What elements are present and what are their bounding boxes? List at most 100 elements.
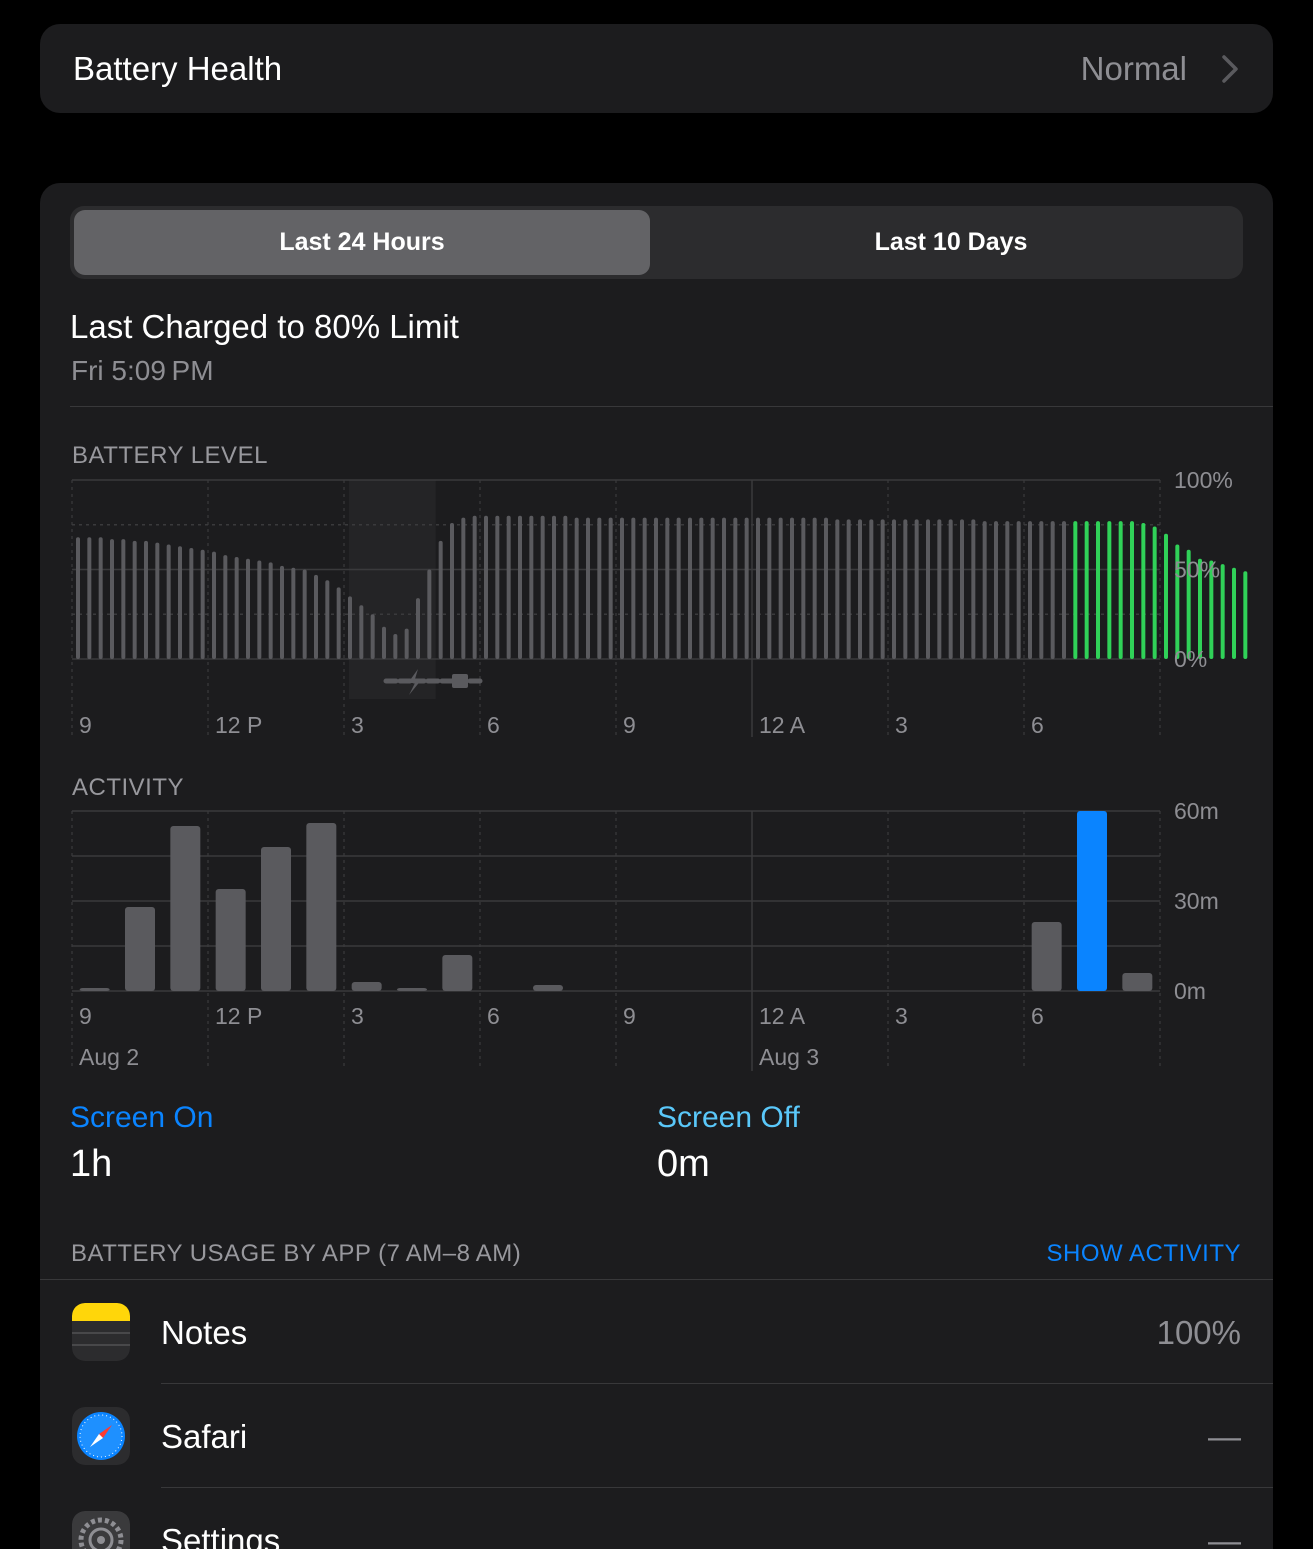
battery-level-bar (937, 519, 942, 659)
battery-level-bar (393, 633, 398, 659)
battery-level-bar (744, 517, 749, 659)
battery-level-bar (155, 542, 160, 659)
activity-y-tick: 0m (1174, 978, 1206, 1004)
battery-level-bar (676, 517, 681, 659)
battery-level-bar (1118, 521, 1123, 659)
battery-level-bar (1130, 521, 1134, 659)
app-name: Settings (161, 1522, 281, 1549)
battery-level-bar (835, 519, 840, 659)
tab-last-10-days[interactable]: Last 10 Days (874, 228, 1028, 256)
activity-label: ACTIVITY (72, 774, 185, 801)
battery-level-bar (540, 515, 545, 659)
activity-bar (533, 985, 563, 991)
battery-level-bar (699, 517, 704, 659)
battery-level-bar (654, 517, 658, 659)
activity-bar (261, 847, 291, 991)
battery-level-bar (767, 517, 772, 659)
battery-level-bar (1209, 560, 1214, 659)
battery-level-bar (597, 517, 602, 659)
divider (161, 1487, 1273, 1488)
battery-level-bar (87, 537, 92, 659)
battery-y-tick: 100% (1174, 467, 1233, 493)
battery-level-bar (472, 515, 477, 659)
battery-usage-card: Last 24 Hours Last 10 Days Last Charged … (40, 183, 1273, 1549)
battery-level-bar (722, 517, 726, 659)
battery-level-bar (1084, 521, 1089, 659)
battery-level-bar (574, 517, 579, 659)
battery-level-bar (348, 596, 352, 659)
battery-level-bar (869, 519, 874, 659)
notes-icon (72, 1303, 130, 1361)
app-row-notes[interactable]: Notes 100% (40, 1280, 1273, 1384)
activity-y-tick: 60m (1174, 798, 1219, 824)
battery-level-bar (620, 517, 624, 659)
battery-level-bar (1062, 521, 1066, 659)
battery-level-bar (438, 540, 443, 659)
battery-level-bar (994, 521, 998, 659)
battery-level-bar (1039, 521, 1044, 659)
activity-x-tick: 6 (1031, 1003, 1044, 1029)
battery-level-bar (268, 562, 273, 659)
activity-x-tick: 9 (623, 1003, 636, 1029)
battery-level-bar (926, 519, 930, 659)
battery-level-bar (801, 517, 806, 659)
activity-x-tick: 12 A (759, 1003, 806, 1029)
show-activity-button[interactable]: SHOW ACTIVITY (1046, 1240, 1241, 1267)
charts-canvas: 100% 50% 0% 9 12 P 3 6 9 12 A 3 6 60m 30m 0m 9 12 P 3 6 9 1… (71, 467, 1248, 1071)
battery-level-bar (223, 555, 228, 659)
battery-level-bar (518, 515, 522, 659)
battery-health-row[interactable]: Battery Health Normal (40, 24, 1273, 113)
activity-x-tick: 3 (895, 1003, 908, 1029)
battery-level-bar (552, 515, 556, 659)
battery-level-bar (914, 519, 919, 659)
battery-level-bar (631, 517, 636, 659)
battery-level-bar (1050, 521, 1055, 659)
battery-level-bar (461, 517, 466, 659)
battery-level-bar (76, 537, 80, 659)
app-row-safari[interactable]: Safari — (40, 1384, 1273, 1488)
activity-bar (351, 982, 382, 991)
battery-level-bar (370, 614, 375, 659)
app-name: Notes (161, 1314, 248, 1351)
battery-level-bar (1164, 533, 1168, 659)
battery-x-tick: 9 (623, 712, 636, 738)
last-charged-title: Last Charged to 80% Limit (70, 308, 459, 345)
battery-level-bar (733, 517, 738, 659)
battery-level-label: BATTERY LEVEL (72, 442, 268, 469)
activity-x-tick: 6 (487, 1003, 500, 1029)
battery-health-label: Battery Health (73, 50, 283, 87)
battery-level-bar (1028, 521, 1032, 659)
battery-health-value: Normal (1080, 50, 1187, 87)
battery-level-bar (608, 517, 613, 659)
app-usage-value: 100% (1156, 1314, 1241, 1351)
plug-icon (452, 674, 468, 688)
battery-level-bar (132, 540, 137, 659)
battery-level-bar (1096, 521, 1100, 659)
chevron-right-icon (1222, 55, 1238, 83)
battery-level-bar (98, 537, 103, 659)
battery-level-bar (892, 519, 896, 659)
battery-level-bar (1152, 526, 1157, 659)
battery-level-bar (166, 544, 171, 659)
activity-bar (125, 907, 155, 991)
battery-level-bar (495, 515, 500, 659)
battery-level-bar (982, 521, 987, 659)
activity-bar (170, 826, 201, 991)
screen-on-label: Screen On (70, 1101, 214, 1134)
battery-level-bar (427, 569, 432, 659)
battery-level-bar (314, 574, 318, 659)
tab-last-24-hours[interactable]: Last 24 Hours (74, 210, 650, 275)
battery-level-bar (291, 567, 296, 659)
battery-level-bar (404, 628, 409, 659)
app-usage-value: — (1208, 1418, 1241, 1455)
activity-bar (1077, 811, 1107, 991)
battery-level-bar (246, 558, 250, 659)
safari-icon (72, 1407, 130, 1465)
battery-level-bar (336, 587, 341, 659)
divider (40, 1279, 1273, 1280)
battery-level-bar (710, 517, 715, 659)
battery-level-bar (563, 515, 568, 659)
app-row-settings[interactable]: Settings — (40, 1488, 1273, 1549)
battery-x-tick: 12 A (759, 712, 806, 738)
battery-x-tick: 3 (895, 712, 908, 738)
